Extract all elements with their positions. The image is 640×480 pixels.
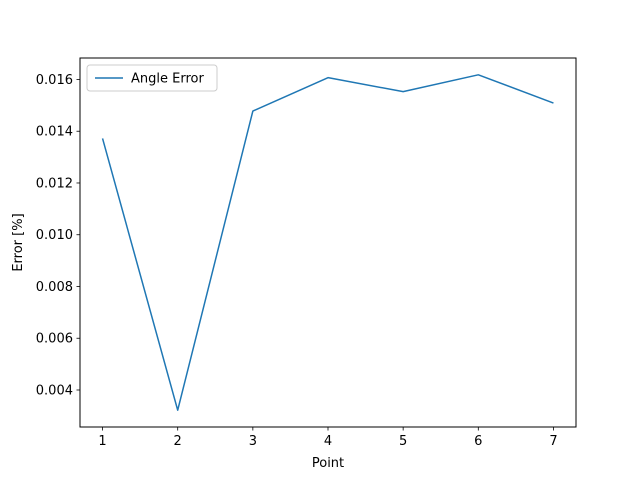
y-tick-label: 0.004 (36, 383, 73, 398)
series-line-0 (101, 74, 554, 411)
x-tick-label: 3 (249, 434, 257, 449)
y-tick-label: 0.008 (36, 280, 73, 295)
y-ticks: 0.004 0.006 0.008 0.010 0.012 0.014 0.016 (36, 73, 80, 398)
y-tick-label: 0.014 (36, 125, 73, 140)
y-tick-label: 0.006 (36, 332, 73, 347)
x-ticks: 1 2 3 4 5 6 7 (98, 427, 558, 449)
plot-area (80, 58, 576, 427)
x-axis-label: Point (312, 456, 344, 471)
x-tick-label: 7 (549, 434, 557, 449)
x-tick-label: 6 (474, 434, 482, 449)
x-tick-label: 2 (174, 434, 182, 449)
x-tick-label: 5 (399, 434, 407, 449)
legend-label: Angle Error (131, 72, 204, 87)
y-tick-label: 0.012 (36, 176, 73, 191)
legend-box (86, 64, 218, 92)
series-layer (101, 74, 554, 411)
y-axis-label: Error [%] (11, 213, 26, 271)
y-tick-label: 0.010 (36, 228, 73, 243)
plot-frame (79, 57, 577, 428)
x-tick-label: 1 (98, 434, 106, 449)
x-tick-label: 4 (324, 434, 332, 449)
y-tick-label: 0.016 (36, 73, 73, 88)
legend: Angle Error (86, 64, 218, 92)
